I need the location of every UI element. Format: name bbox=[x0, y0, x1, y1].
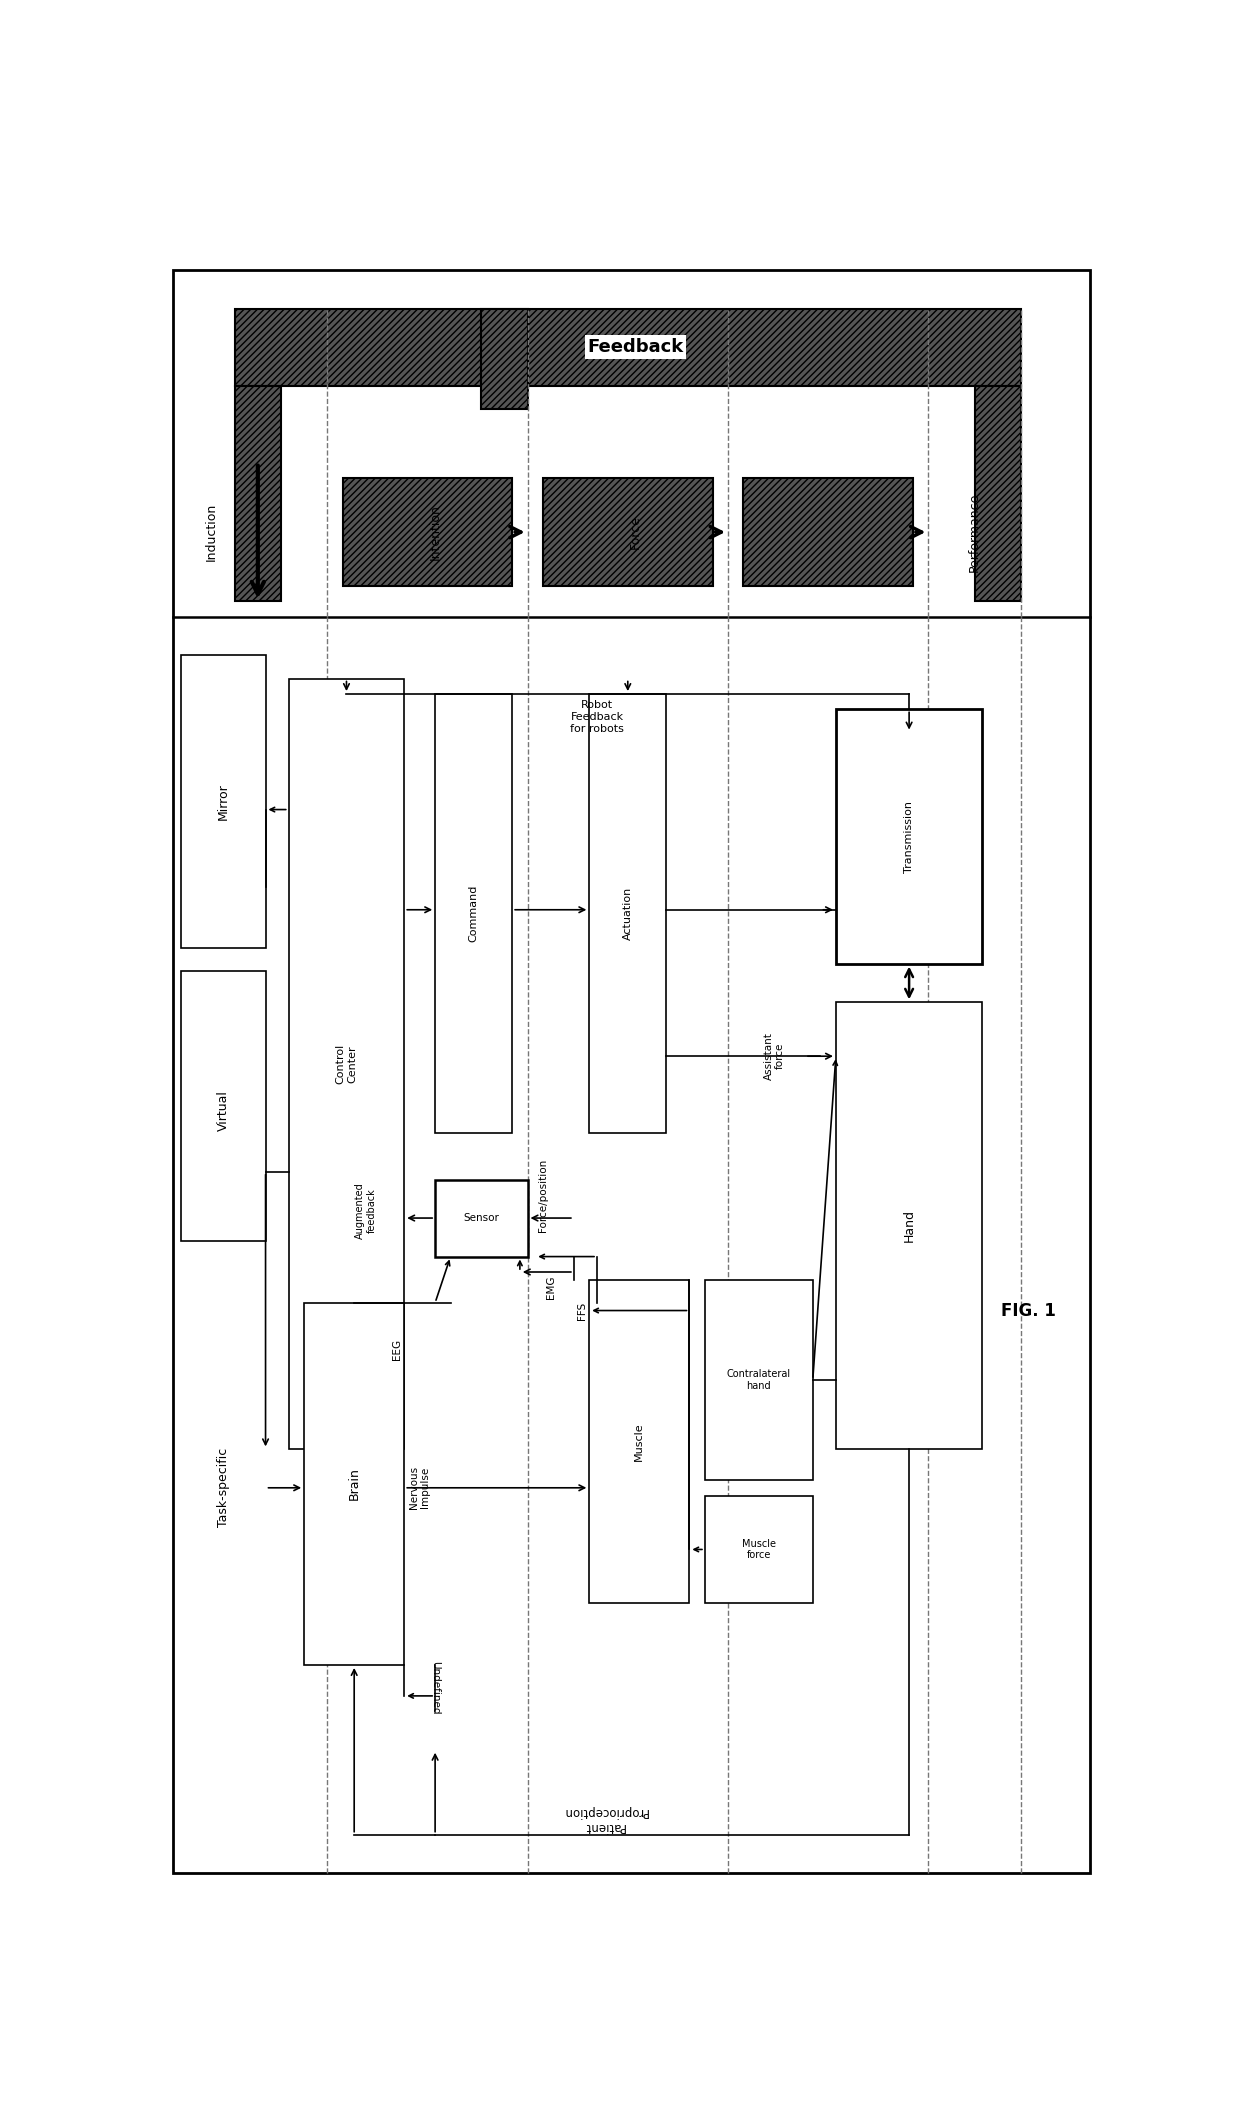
Text: Force: Force bbox=[629, 516, 642, 550]
Bar bbox=[589, 694, 666, 1133]
Text: Control
Center: Control Center bbox=[336, 1044, 357, 1084]
Text: Actuation: Actuation bbox=[622, 887, 632, 940]
Text: Undefined: Undefined bbox=[430, 1662, 440, 1715]
Text: EMG: EMG bbox=[546, 1275, 556, 1299]
Text: Force/position: Force/position bbox=[538, 1159, 548, 1231]
Bar bbox=[543, 477, 713, 586]
Bar bbox=[744, 477, 913, 586]
Text: Muscle
force: Muscle force bbox=[742, 1538, 776, 1560]
Text: Patient
Proprioception: Patient Proprioception bbox=[562, 1806, 647, 1833]
Text: Transmission: Transmission bbox=[904, 800, 914, 872]
Text: Robot
Feedback
for robots: Robot Feedback for robots bbox=[570, 700, 624, 734]
Text: Muscle: Muscle bbox=[635, 1422, 645, 1460]
Bar bbox=[342, 477, 512, 586]
Text: Augmented
feedback: Augmented feedback bbox=[355, 1182, 377, 1239]
Text: Assistant
force: Assistant force bbox=[764, 1031, 785, 1080]
Bar bbox=[289, 679, 404, 1449]
Text: Contralateral
hand: Contralateral hand bbox=[727, 1369, 791, 1390]
Bar bbox=[836, 1002, 982, 1449]
Bar bbox=[704, 1496, 812, 1604]
Bar bbox=[435, 694, 512, 1133]
Bar bbox=[234, 386, 281, 601]
Bar bbox=[181, 972, 265, 1241]
Bar bbox=[234, 308, 1021, 386]
Text: Nervous
Impulse: Nervous Impulse bbox=[409, 1466, 430, 1509]
Text: Induction: Induction bbox=[205, 503, 218, 560]
Text: Task-specific: Task-specific bbox=[217, 1447, 229, 1528]
Text: Sensor: Sensor bbox=[464, 1214, 500, 1222]
Text: Performance: Performance bbox=[968, 492, 981, 571]
Text: Feedback: Feedback bbox=[588, 337, 683, 356]
Text: EEG: EEG bbox=[392, 1339, 402, 1360]
Bar bbox=[435, 1180, 527, 1256]
Text: Mirror: Mirror bbox=[217, 783, 229, 821]
Text: Brain: Brain bbox=[347, 1468, 361, 1500]
Text: Virtual: Virtual bbox=[217, 1091, 229, 1131]
Bar bbox=[304, 1303, 404, 1666]
Bar bbox=[704, 1280, 812, 1481]
Text: Intention: Intention bbox=[429, 505, 441, 560]
Text: Hand: Hand bbox=[903, 1210, 915, 1241]
Bar bbox=[181, 656, 265, 949]
Bar bbox=[481, 308, 527, 410]
Text: Command: Command bbox=[469, 885, 479, 942]
Bar bbox=[836, 709, 982, 963]
Bar bbox=[589, 1280, 689, 1604]
Text: FIG. 1: FIG. 1 bbox=[1001, 1301, 1056, 1320]
Bar bbox=[975, 386, 1021, 601]
Text: FFS: FFS bbox=[577, 1301, 587, 1320]
